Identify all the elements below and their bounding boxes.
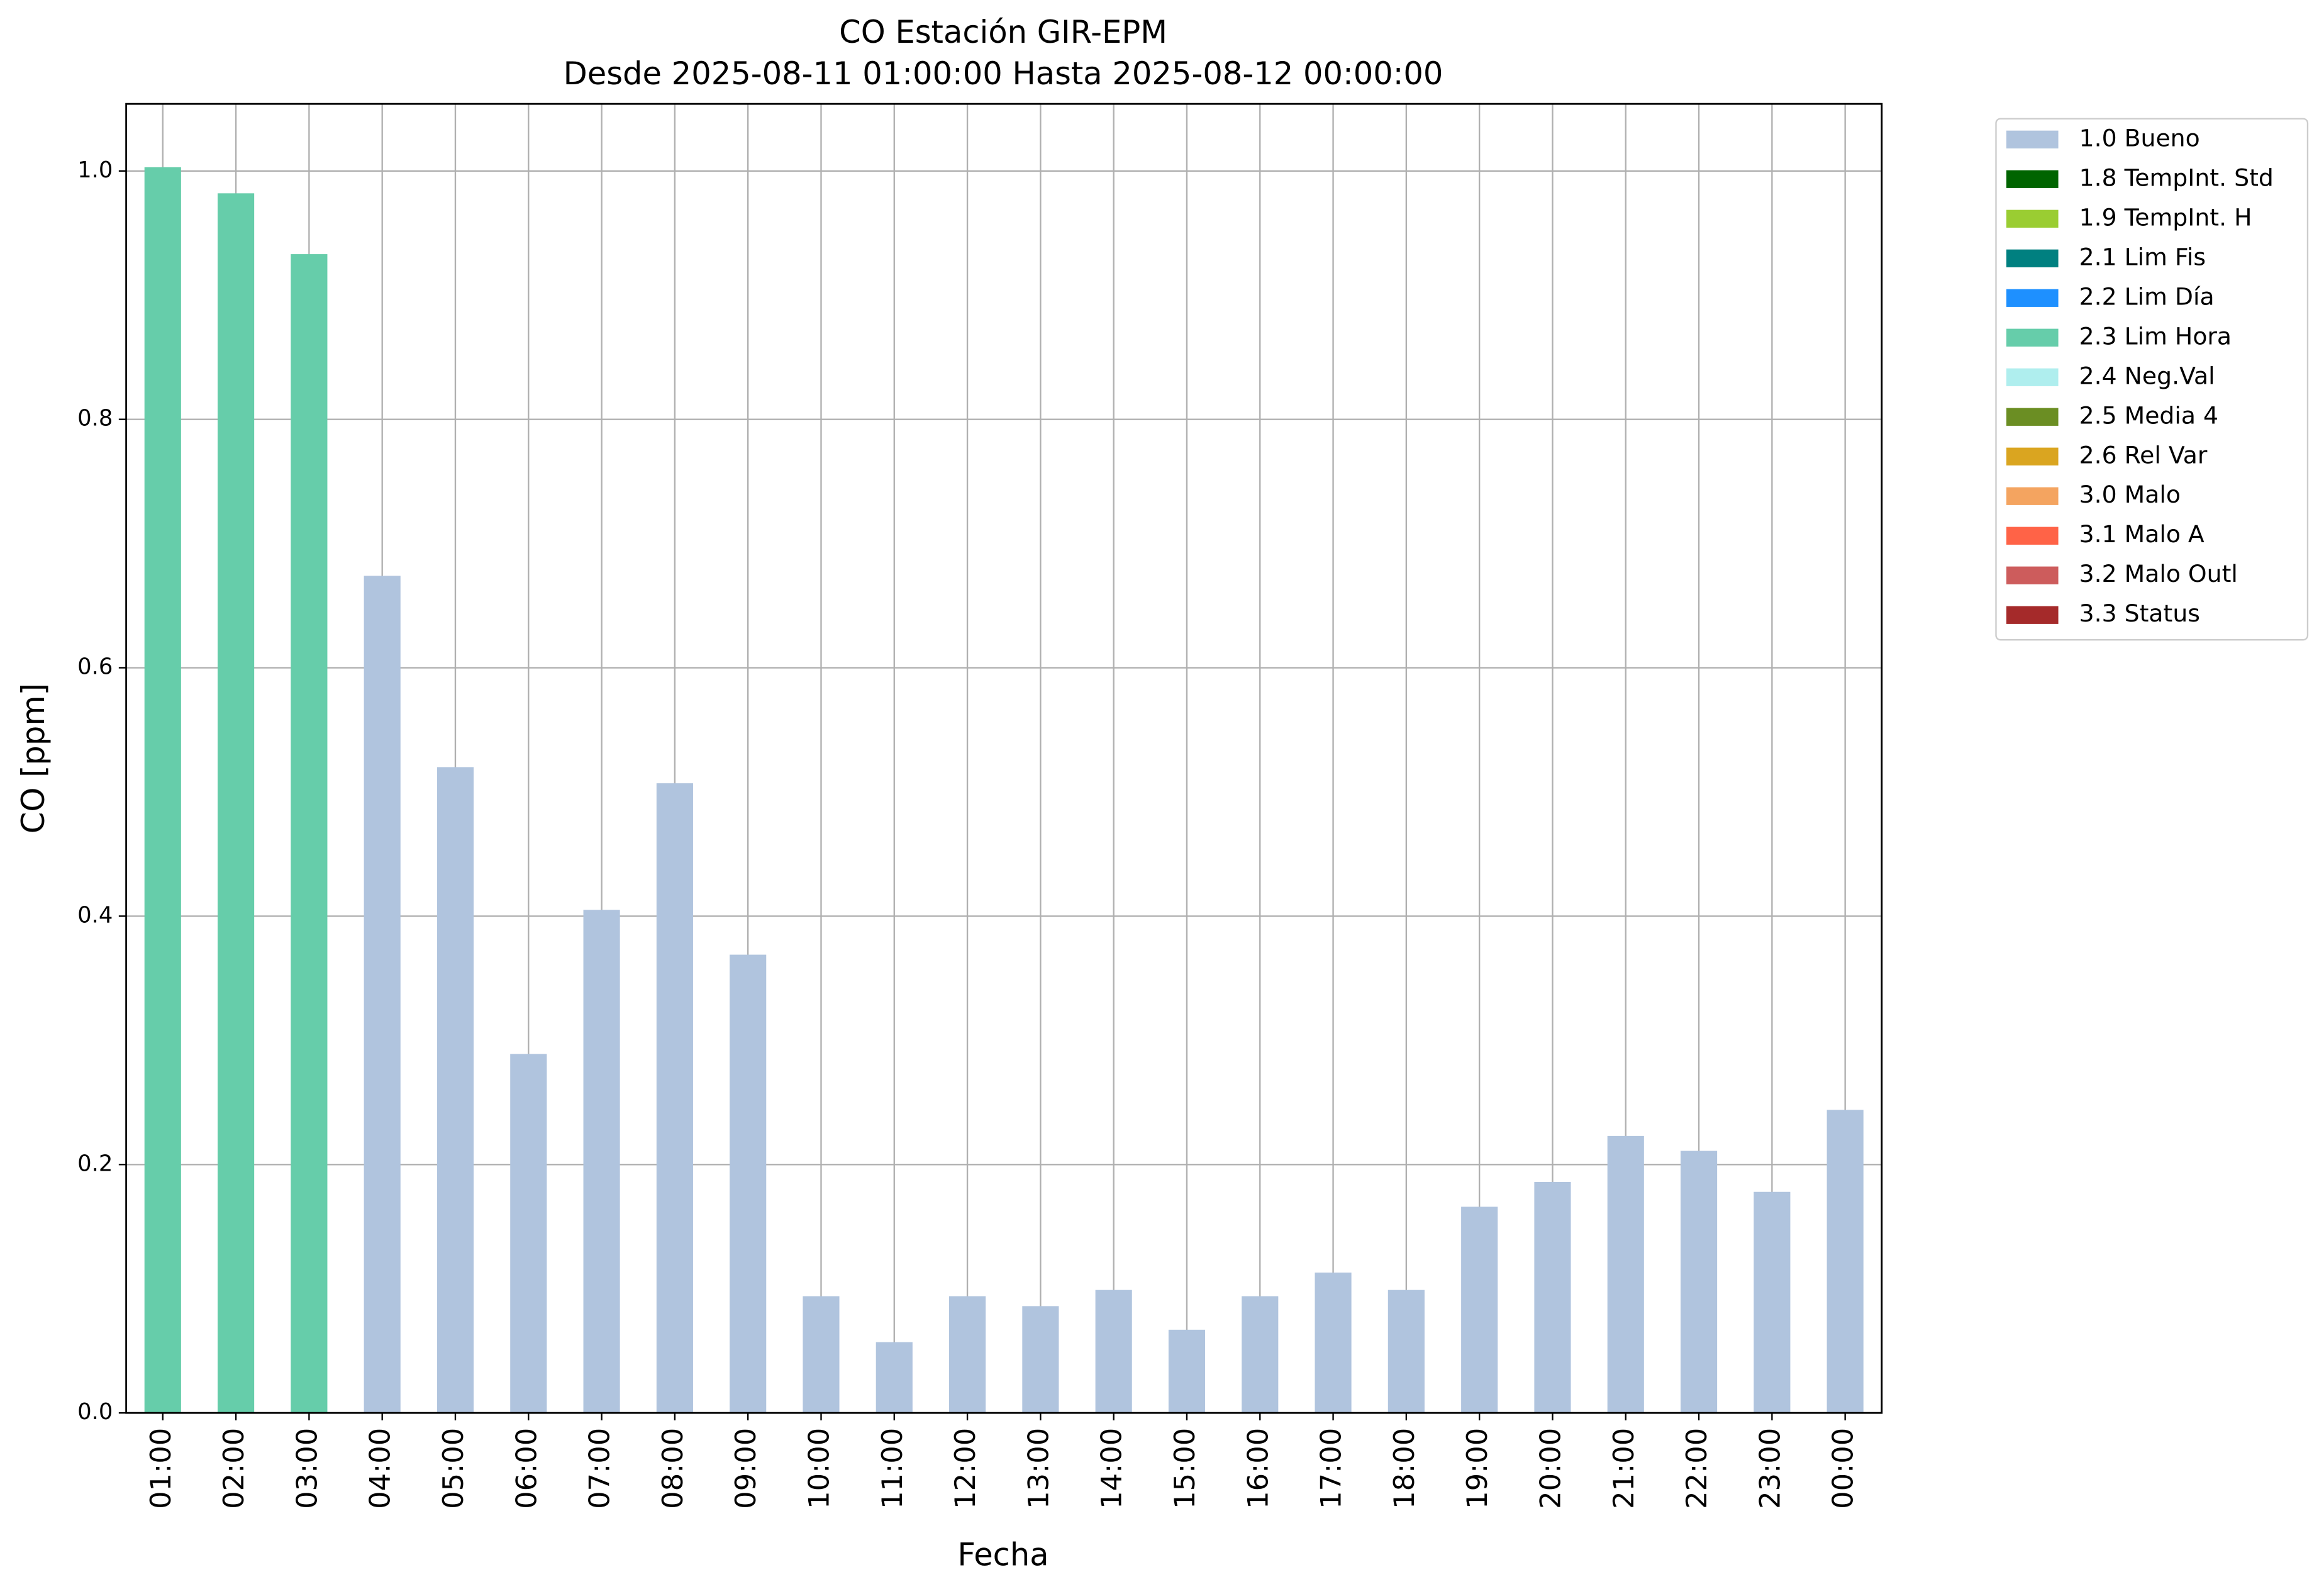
- bar: [876, 1342, 913, 1413]
- x-tick-label: 12:00: [948, 1428, 982, 1509]
- bar: [948, 1296, 986, 1413]
- bar: [364, 576, 401, 1413]
- bar: [1242, 1296, 1279, 1413]
- x-tick-label: 02:00: [217, 1428, 250, 1509]
- bar: [1095, 1290, 1132, 1413]
- legend-label: 1.8 TempInt. Std: [2079, 164, 2274, 191]
- x-tick-label: 07:00: [583, 1428, 616, 1509]
- legend-label: 2.4 Neg.Val: [2079, 362, 2215, 389]
- bar: [144, 167, 181, 1413]
- bar: [510, 1054, 547, 1413]
- x-tick-label: 08:00: [656, 1428, 689, 1509]
- legend-swatch: [2006, 130, 2059, 148]
- x-tick-label: 04:00: [364, 1428, 397, 1509]
- bar: [656, 783, 693, 1413]
- bar: [436, 767, 474, 1413]
- bar: [730, 954, 767, 1413]
- legend-swatch: [2006, 447, 2059, 465]
- y-tick-label: 0.4: [77, 902, 113, 928]
- bar: [1387, 1290, 1425, 1413]
- x-tick-label: 16:00: [1241, 1428, 1274, 1509]
- bar: [291, 254, 328, 1413]
- x-tick-label: 19:00: [1460, 1428, 1494, 1509]
- legend-label: 3.3 Status: [2079, 599, 2200, 627]
- y-tick-label: 1.0: [77, 157, 113, 183]
- y-tick-label: 0.2: [77, 1151, 113, 1176]
- legend-swatch: [2006, 328, 2059, 347]
- legend-label: 2.6 Rel Var: [2079, 441, 2208, 469]
- y-tick-label: 0.0: [77, 1399, 113, 1425]
- x-tick-label: 06:00: [509, 1428, 543, 1509]
- chart-title: CO Estación GIR-EPM: [839, 14, 1167, 50]
- legend-label: 2.1 Lim Fis: [2079, 243, 2206, 270]
- x-tick-label: 10:00: [802, 1428, 835, 1509]
- x-tick-label: 21:00: [1607, 1428, 1640, 1509]
- bar: [1607, 1135, 1644, 1413]
- legend-swatch: [2006, 209, 2059, 228]
- x-tick-label: 23:00: [1753, 1428, 1786, 1509]
- y-tick-label: 0.8: [77, 406, 113, 432]
- legend-swatch: [2006, 487, 2059, 505]
- bar: [1534, 1181, 1571, 1413]
- bar: [803, 1296, 840, 1413]
- bar: [1461, 1207, 1498, 1413]
- bar: [1315, 1273, 1352, 1413]
- legend-box: [1995, 118, 2309, 641]
- bar: [1826, 1110, 1864, 1413]
- legend-label: 3.1 Malo A: [2079, 520, 2204, 548]
- bar: [218, 193, 255, 1413]
- legend-swatch: [2006, 566, 2059, 584]
- x-tick-label: 09:00: [729, 1428, 762, 1509]
- legend-swatch: [2006, 289, 2059, 307]
- x-tick-label: 18:00: [1387, 1428, 1421, 1509]
- legend-label: 2.2 Lim Día: [2079, 282, 2215, 310]
- bar: [1754, 1191, 1791, 1413]
- bar: [1022, 1306, 1059, 1413]
- chart-subtitle: Desde 2025-08-11 01:00:00 Hasta 2025-08-…: [564, 55, 1443, 92]
- x-tick-label: 05:00: [436, 1428, 470, 1509]
- x-tick-label: 13:00: [1021, 1428, 1055, 1509]
- x-axis-label: Fecha: [957, 1537, 1048, 1573]
- x-tick-label: 22:00: [1680, 1428, 1713, 1509]
- legend-swatch: [2006, 408, 2059, 426]
- x-tick-label: 20:00: [1533, 1428, 1567, 1509]
- legend-swatch: [2006, 606, 2059, 624]
- legend-swatch: [2006, 368, 2059, 386]
- bar: [1168, 1329, 1206, 1413]
- x-tick-label: 14:00: [1095, 1428, 1128, 1509]
- legend-swatch: [2006, 249, 2059, 267]
- plot-frame: [125, 103, 1883, 1414]
- legend-label: 2.5 Media 4: [2079, 401, 2218, 429]
- y-axis-label: CO [ppm]: [15, 683, 52, 833]
- x-tick-label: 17:00: [1315, 1428, 1348, 1509]
- legend-label: 1.0 Bueno: [2079, 124, 2200, 152]
- legend-label: 3.0 Malo: [2079, 481, 2181, 508]
- legend-swatch: [2006, 170, 2059, 188]
- legend-label: 3.2 Malo Outl: [2079, 560, 2238, 588]
- bar: [583, 910, 620, 1413]
- x-tick-label: 03:00: [290, 1428, 323, 1509]
- legend-label: 2.3 Lim Hora: [2079, 322, 2232, 350]
- bar: [1680, 1151, 1718, 1413]
- x-tick-label: 01:00: [144, 1428, 177, 1509]
- legend-label: 1.9 TempInt. H: [2079, 203, 2252, 231]
- legend-swatch: [2006, 527, 2059, 545]
- y-tick-label: 0.6: [77, 654, 113, 680]
- x-tick-label: 15:00: [1168, 1428, 1201, 1509]
- x-tick-label: 11:00: [876, 1428, 909, 1509]
- x-tick-label: 00:00: [1826, 1428, 1860, 1509]
